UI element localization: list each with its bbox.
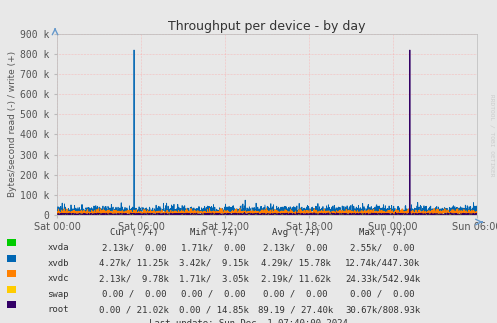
Text: 2.55k/  0.00: 2.55k/ 0.00 [350, 243, 415, 252]
Text: 89.19 / 27.40k: 89.19 / 27.40k [258, 305, 333, 314]
Text: 1.71k/  3.05k: 1.71k/ 3.05k [179, 274, 248, 283]
Text: 3.42k/  9.15k: 3.42k/ 9.15k [179, 259, 248, 268]
Text: RRDTOOL / TOBI OETIKER: RRDTOOL / TOBI OETIKER [490, 94, 495, 177]
Text: Max (-/+): Max (-/+) [358, 228, 407, 237]
Text: 0.00 /  0.00: 0.00 / 0.00 [263, 290, 328, 299]
Text: xvdc: xvdc [47, 274, 69, 283]
Text: 0.00 /  0.00: 0.00 / 0.00 [181, 290, 246, 299]
Text: 30.67k/808.93k: 30.67k/808.93k [345, 305, 420, 314]
Text: Last update: Sun Dec  1 07:40:00 2024: Last update: Sun Dec 1 07:40:00 2024 [149, 319, 348, 323]
Text: 2.13k/  0.00: 2.13k/ 0.00 [263, 243, 328, 252]
Text: 4.27k/ 11.25k: 4.27k/ 11.25k [99, 259, 169, 268]
Text: 4.29k/ 15.78k: 4.29k/ 15.78k [261, 259, 331, 268]
Text: 2.13k/  0.00: 2.13k/ 0.00 [102, 243, 166, 252]
Text: 0.00 /  0.00: 0.00 / 0.00 [102, 290, 166, 299]
Text: 12.74k/447.30k: 12.74k/447.30k [345, 259, 420, 268]
Text: xvdb: xvdb [47, 259, 69, 268]
Text: Min (-/+): Min (-/+) [189, 228, 238, 237]
Y-axis label: Bytes/second read (-) / write (+): Bytes/second read (-) / write (+) [8, 51, 17, 197]
Text: xvda: xvda [47, 243, 69, 252]
Text: 2.19k/ 11.62k: 2.19k/ 11.62k [261, 274, 331, 283]
Text: 0.00 / 14.85k: 0.00 / 14.85k [179, 305, 248, 314]
Text: 24.33k/542.94k: 24.33k/542.94k [345, 274, 420, 283]
Title: Throughput per device - by day: Throughput per device - by day [168, 20, 366, 33]
Text: 2.13k/  9.78k: 2.13k/ 9.78k [99, 274, 169, 283]
Text: 0.00 /  0.00: 0.00 / 0.00 [350, 290, 415, 299]
Text: 0.00 / 21.02k: 0.00 / 21.02k [99, 305, 169, 314]
Text: root: root [47, 305, 69, 314]
Text: 1.71k/  0.00: 1.71k/ 0.00 [181, 243, 246, 252]
Text: Cur (-/+): Cur (-/+) [110, 228, 159, 237]
Text: Avg (-/+): Avg (-/+) [271, 228, 320, 237]
Text: swap: swap [47, 290, 69, 299]
